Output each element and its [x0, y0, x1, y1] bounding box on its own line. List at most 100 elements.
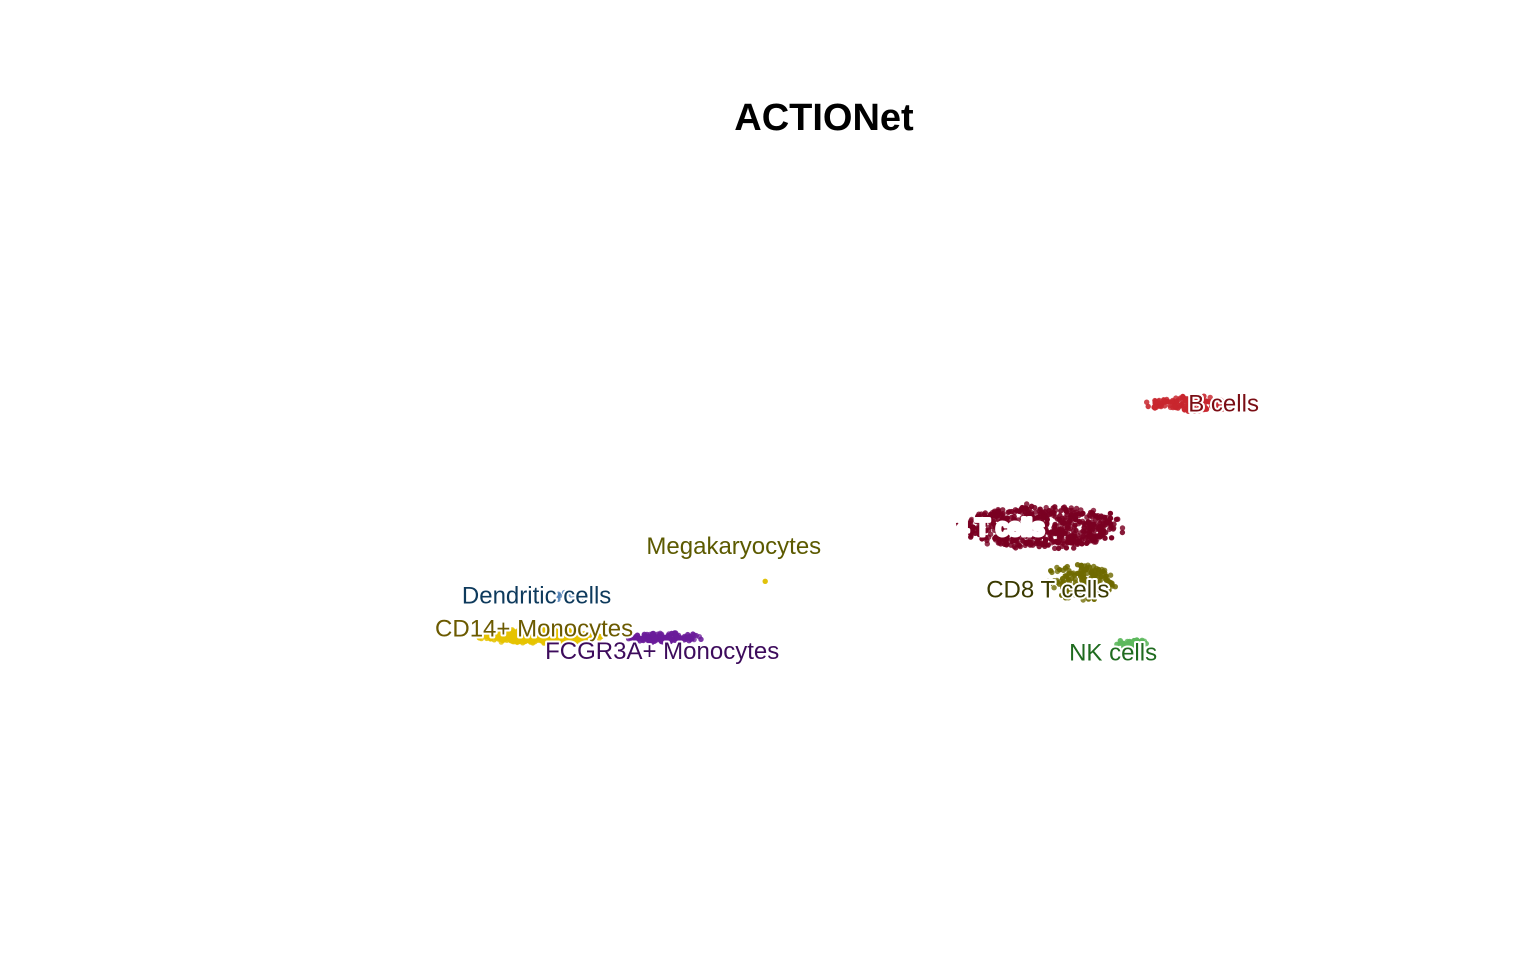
data-point — [1081, 587, 1088, 594]
data-point — [998, 527, 1004, 534]
data-point — [1073, 505, 1080, 512]
data-point — [1083, 540, 1090, 546]
data-point — [1167, 404, 1174, 411]
data-point — [1009, 529, 1015, 536]
data-point — [1193, 396, 1199, 402]
data-point — [1096, 583, 1102, 590]
data-point — [554, 629, 561, 635]
data-point — [550, 627, 556, 633]
data-point — [1072, 514, 1079, 521]
data-point — [1096, 590, 1103, 596]
data-point — [1004, 516, 1010, 522]
data-point — [558, 629, 565, 635]
data-point — [762, 578, 768, 584]
cluster-label: CD14+ Monocytes — [435, 616, 633, 643]
data-point — [646, 638, 653, 645]
data-point — [1107, 510, 1114, 517]
data-point — [1083, 577, 1089, 583]
cluster-label: FCGR3A+ Monocytes — [545, 638, 779, 665]
data-point — [487, 636, 494, 642]
data-point — [1092, 513, 1098, 519]
data-point — [1026, 506, 1033, 512]
data-point — [979, 536, 985, 542]
data-point — [1108, 535, 1115, 541]
data-point — [1079, 593, 1085, 600]
data-point — [582, 596, 588, 603]
data-point — [1067, 526, 1074, 532]
data-point — [1072, 579, 1079, 585]
data-point — [645, 633, 651, 640]
data-point — [1145, 403, 1151, 410]
data-point — [966, 520, 972, 526]
data-point — [1198, 396, 1205, 402]
data-point — [1068, 540, 1074, 546]
data-point — [1078, 582, 1085, 588]
data-point — [1143, 640, 1150, 647]
data-point — [1086, 588, 1092, 595]
data-point — [1063, 585, 1070, 592]
data-point — [574, 597, 581, 603]
data-point — [1054, 579, 1061, 585]
data-point — [1111, 525, 1117, 531]
data-point — [1169, 399, 1175, 405]
data-point — [1204, 398, 1210, 405]
data-point — [1220, 403, 1226, 409]
data-point — [982, 510, 988, 516]
data-point — [598, 633, 604, 640]
data-point — [1092, 567, 1098, 574]
data-point — [666, 638, 673, 645]
data-point — [1000, 507, 1006, 513]
data-point — [1103, 576, 1109, 582]
data-point — [576, 631, 583, 638]
data-point — [1227, 404, 1234, 410]
data-point — [500, 632, 507, 638]
data-point — [625, 636, 632, 642]
data-point — [673, 632, 679, 638]
data-point — [1161, 397, 1167, 403]
data-point — [516, 634, 523, 640]
data-point — [511, 639, 517, 645]
data-point — [962, 517, 968, 524]
data-point — [1048, 510, 1055, 516]
data-point — [555, 591, 562, 597]
data-point — [1009, 538, 1015, 545]
data-point — [530, 638, 536, 645]
cluster-label: NK cells — [1069, 640, 1157, 667]
data-point — [534, 629, 541, 635]
data-point — [992, 537, 999, 543]
data-point — [1144, 399, 1150, 405]
data-point — [985, 534, 992, 540]
data-point — [474, 631, 480, 637]
data-point — [1052, 545, 1058, 551]
data-point — [1177, 403, 1183, 409]
data-point — [1090, 535, 1096, 541]
data-point — [675, 638, 682, 645]
data-point — [593, 629, 599, 635]
label-layer: B cells CD4 T cells CD8 T cells NK cells Meg… — [433, 389, 1261, 669]
data-point — [1028, 530, 1034, 536]
data-point — [1064, 593, 1070, 599]
data-point — [996, 517, 1002, 523]
data-point — [1072, 533, 1078, 539]
data-point — [1132, 643, 1139, 649]
data-point — [651, 636, 657, 642]
data-point — [1059, 534, 1065, 541]
data-point — [1049, 540, 1055, 546]
data-point — [1089, 585, 1095, 591]
data-point — [1036, 517, 1042, 524]
data-point — [976, 511, 982, 517]
data-point — [1091, 596, 1097, 602]
data-point — [630, 633, 636, 640]
data-point — [1014, 530, 1021, 536]
data-point — [1018, 506, 1024, 512]
data-point — [1106, 526, 1113, 533]
data-point — [1049, 569, 1055, 576]
data-point — [1090, 507, 1097, 514]
data-point — [1097, 578, 1103, 584]
data-point — [530, 632, 537, 639]
data-point — [478, 635, 485, 642]
data-point — [1015, 524, 1021, 530]
data-point — [1190, 404, 1197, 411]
data-point — [690, 631, 696, 637]
